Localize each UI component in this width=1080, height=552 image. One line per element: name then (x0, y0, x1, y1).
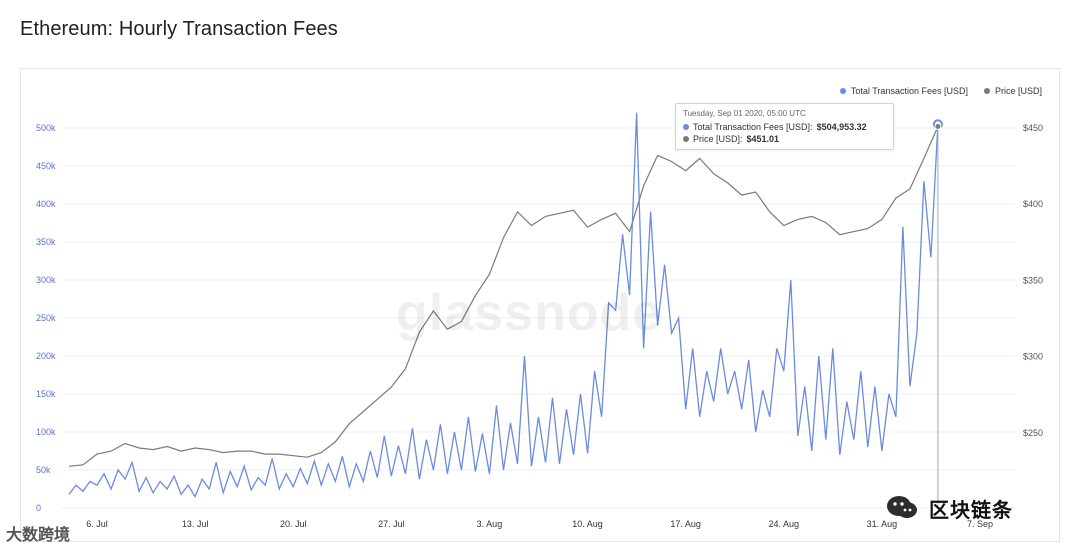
x-tick-label: 31. Aug (867, 519, 898, 529)
y-left-tick-label: 200k (36, 351, 56, 361)
tooltip-price-label: Price [USD]: (693, 134, 743, 144)
y-left-tick-label: 250k (36, 313, 56, 323)
tooltip-fees-label: Total Transaction Fees [USD]: (693, 122, 813, 132)
y-left-tick-label: 450k (36, 161, 56, 171)
y-left-tick-label: 150k (36, 389, 56, 399)
x-tick-label: 13. Jul (182, 519, 209, 529)
bottom-left-watermark: 大数跨境 (6, 527, 71, 544)
x-tick-label: 6. Jul (86, 519, 108, 529)
tooltip-fees-dot (683, 124, 689, 130)
y-right-tick-label: $450 (1023, 123, 1043, 133)
tooltip: Tuesday, Sep 01 2020, 05:00 UTC Total Tr… (675, 103, 894, 150)
x-tick-label: 7. Sep (967, 519, 993, 529)
legend-fees-dot (839, 88, 846, 94)
x-tick-label: 27. Jul (378, 519, 405, 529)
y-left-tick-label: 0 (36, 503, 41, 513)
legend-price-dot (983, 88, 990, 94)
tooltip-price-value: $451.01 (746, 134, 780, 144)
y-left-tick-label: 100k (36, 427, 56, 437)
x-tick-label: 20. Jul (280, 519, 307, 529)
tooltip-price-dot (683, 136, 689, 142)
bottom-right-text: 区块链条 (929, 499, 1013, 522)
tooltip-price-row: Price [USD]: $451.01 (683, 133, 886, 145)
x-tick-label: 3. Aug (477, 519, 503, 529)
page-title: Ethereum: Hourly Transaction Fees (20, 18, 338, 40)
y-left-tick-label: 500k (36, 123, 56, 133)
price-series-line (68, 126, 939, 467)
y-right-tick-label: $300 (1023, 352, 1043, 362)
bottom-right-watermark: 区块链条 (885, 490, 1060, 526)
price-hover-point (934, 122, 942, 130)
wechat-icon (887, 496, 917, 518)
x-tick-label: 17. Aug (670, 519, 701, 529)
y-right-tick-label: $400 (1023, 199, 1043, 209)
x-tick-label: 24. Aug (768, 519, 799, 529)
y-right-tick-label: $350 (1023, 275, 1043, 285)
fees-series-line (68, 112, 939, 499)
y-left-tick-label: 50k (36, 465, 51, 475)
legend-item-fees[interactable]: Total Transaction Fees [USD] (839, 86, 968, 96)
legend-fees-label: Total Transaction Fees [USD] (850, 86, 968, 96)
tooltip-fees-value: $504,953.32 (816, 122, 867, 132)
y-right-tick-label: $250 (1023, 428, 1043, 438)
y-left-tick-label: 300k (36, 275, 56, 285)
tooltip-fees-row: Total Transaction Fees [USD]: $504,953.3… (683, 121, 886, 133)
y-left-tick-label: 400k (36, 199, 56, 209)
y-left-tick-label: 350k (36, 237, 56, 247)
chart-legend: Total Transaction Fees [USD] Price [USD] (839, 86, 1042, 96)
legend-item-price[interactable]: Price [USD] (983, 86, 1042, 96)
x-tick-label: 10. Aug (572, 519, 603, 529)
legend-price-label: Price [USD] (994, 86, 1042, 96)
tooltip-date: Tuesday, Sep 01 2020, 05:00 UTC (683, 109, 806, 118)
